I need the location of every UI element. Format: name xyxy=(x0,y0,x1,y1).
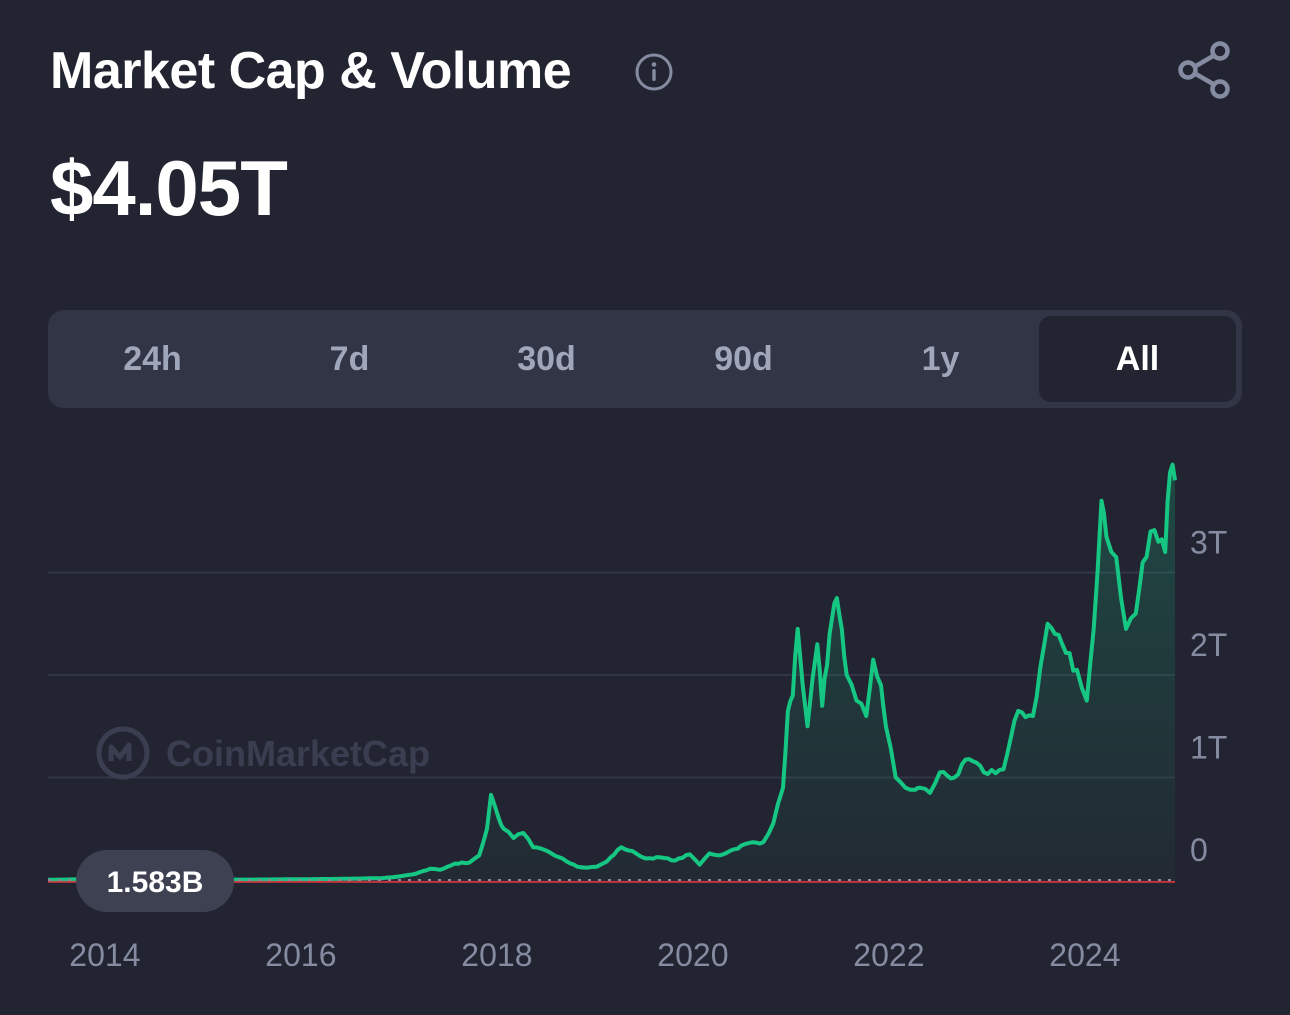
x-tick-label: 2022 xyxy=(853,937,924,973)
market-cap-line xyxy=(48,462,1177,882)
range-tab-30d[interactable]: 30d xyxy=(517,339,576,378)
range-tab-24h[interactable]: 24h xyxy=(123,339,182,378)
range-tab-1y[interactable]: 1y xyxy=(921,339,960,378)
x-tick-label: 2024 xyxy=(1049,937,1120,973)
x-tick-label: 2020 xyxy=(657,937,728,973)
y-tick-label: 3T xyxy=(1190,525,1227,561)
y-tick-label: 0 xyxy=(1190,832,1208,868)
y-tick-label: 1T xyxy=(1190,730,1227,766)
coinmarketcap-logo-icon xyxy=(96,726,150,780)
x-axis: 2014 2016 2018 2020 2022 2024 xyxy=(69,937,1120,973)
y-axis: 0 1T 2T 3T xyxy=(1190,525,1227,869)
market-cap-area xyxy=(48,464,1175,880)
share-icon[interactable] xyxy=(1176,40,1236,100)
watermark-text: CoinMarketCap xyxy=(166,733,430,774)
range-tab-all[interactable]: All xyxy=(1039,316,1236,402)
hover-value-label: 1.583B xyxy=(107,866,204,899)
range-tab-90d[interactable]: 90d xyxy=(714,339,773,378)
x-tick-label: 2018 xyxy=(461,937,532,973)
info-icon[interactable] xyxy=(634,52,674,92)
x-tick-label: 2014 xyxy=(69,937,140,973)
time-range-selector: 24h 7d 30d 90d 1y All xyxy=(48,310,1242,408)
x-tick-label: 2016 xyxy=(265,937,336,973)
range-tab-7d[interactable]: 7d xyxy=(329,339,370,378)
market-cap-value: $4.05T xyxy=(50,144,288,232)
page-title: Market Cap & Volume xyxy=(50,42,572,100)
watermark: CoinMarketCap xyxy=(96,726,430,780)
hover-value-pill: 1.583B xyxy=(76,850,234,912)
y-tick-label: 2T xyxy=(1190,627,1227,663)
